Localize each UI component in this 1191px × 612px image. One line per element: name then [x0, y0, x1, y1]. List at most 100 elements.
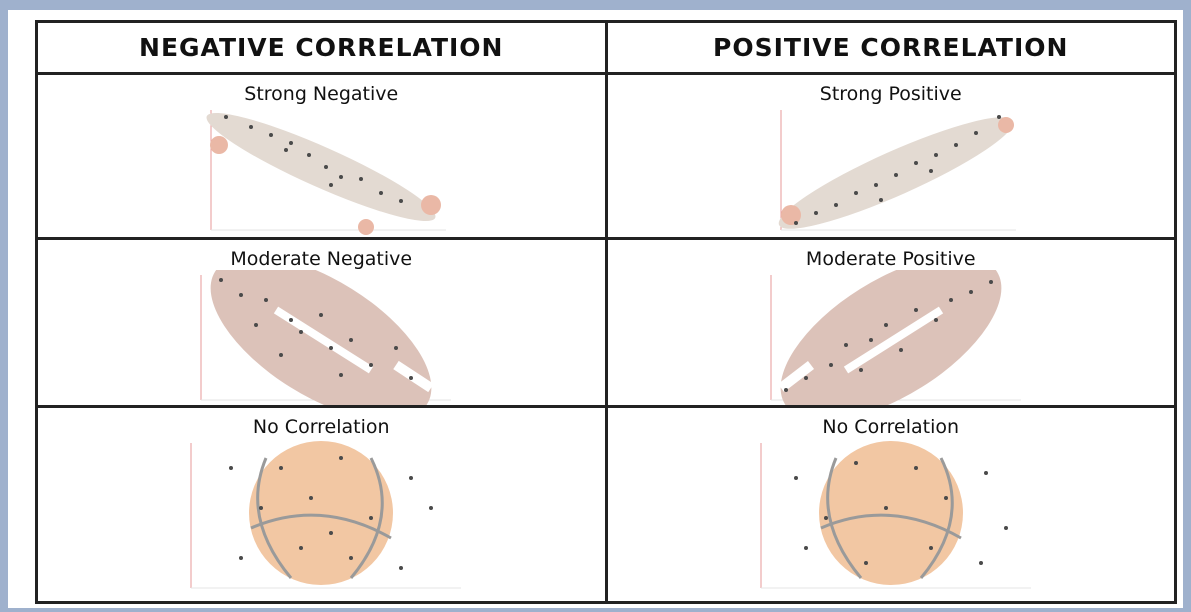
decoration: [913, 466, 918, 470]
decoration: [943, 496, 948, 500]
cell: Moderate Negative: [35, 237, 608, 408]
decoration: [978, 561, 983, 565]
decoration: [369, 516, 374, 520]
column-header: POSITIVE CORRELATION: [604, 20, 1177, 75]
decoration: [254, 323, 259, 327]
decoration: [813, 211, 818, 215]
decoration: [284, 148, 289, 152]
decoration: [264, 298, 269, 302]
decoration: [898, 348, 903, 352]
decoration: [269, 133, 274, 137]
cell-label: No Correlation: [252, 416, 390, 438]
slide: NEGATIVE CORRELATION POSITIVE CORRELATIO…: [8, 10, 1183, 608]
decoration: [206, 112, 436, 222]
decoration: [803, 546, 808, 550]
cell-label: Moderate Positive: [805, 248, 976, 270]
decoration: [1003, 526, 1008, 530]
decoration: [307, 153, 312, 157]
decoration: [928, 169, 933, 173]
decoration: [289, 141, 294, 145]
decoration: [249, 441, 394, 585]
decoration: [818, 441, 963, 585]
decoration: [339, 456, 344, 460]
decoration: [778, 117, 1014, 229]
decoration: [948, 298, 953, 302]
decoration: [429, 506, 434, 510]
decoration: [421, 195, 442, 215]
decoration: [399, 199, 404, 203]
decoration: [309, 496, 314, 500]
decoration: [843, 306, 943, 374]
decoration: [379, 191, 384, 195]
decoration: [968, 290, 973, 294]
decoration: [793, 476, 798, 480]
decoration: [224, 115, 229, 119]
decoration: [997, 117, 1014, 133]
decoration: [409, 476, 414, 480]
decoration: [394, 346, 399, 350]
decoration: [239, 293, 244, 297]
decoration: [239, 556, 244, 560]
decoration: [250, 457, 392, 579]
decoration: [863, 561, 868, 565]
decoration: [219, 278, 224, 282]
cell: Strong Positive: [604, 72, 1177, 240]
decoration: [873, 183, 878, 187]
decoration: [988, 280, 993, 284]
decoration: [853, 461, 858, 465]
decoration: [329, 346, 334, 350]
decoration: [259, 506, 264, 510]
cell-label: No Correlation: [822, 416, 960, 438]
decoration: [878, 198, 883, 202]
decoration: [349, 338, 354, 342]
decoration: [329, 531, 334, 535]
decoration: [803, 376, 808, 380]
cell: No Correlation: [35, 405, 608, 604]
decoration: [933, 318, 938, 322]
cell: Strong Negative: [35, 72, 608, 240]
decoration: [823, 516, 828, 520]
decoration: [249, 125, 254, 129]
illustration: [190, 441, 462, 589]
decoration: [329, 183, 334, 187]
decoration: [393, 360, 434, 393]
decoration: [224, 115, 404, 203]
decoration: [299, 330, 304, 334]
illustration: [778, 110, 1016, 231]
decoration: [783, 280, 993, 392]
decoration: [229, 456, 434, 570]
decoration: [843, 343, 848, 347]
decoration: [933, 153, 938, 157]
decoration: [339, 175, 344, 179]
decoration: [219, 278, 414, 380]
decoration: [793, 115, 1001, 225]
decoration: [793, 221, 798, 225]
decoration: [783, 388, 788, 392]
decoration: [893, 173, 898, 177]
cell-label: Moderate Negative: [230, 248, 413, 270]
decoration: [820, 457, 962, 579]
decoration: [359, 177, 364, 181]
decoration: [928, 546, 933, 550]
column-header: NEGATIVE CORRELATION: [35, 20, 608, 75]
decoration: [289, 318, 294, 322]
decoration: [983, 471, 988, 475]
decoration: [853, 191, 858, 195]
illustration: [206, 110, 447, 235]
decoration: [399, 566, 404, 570]
illustration: [200, 270, 452, 405]
decoration: [279, 466, 284, 470]
decoration: [319, 313, 324, 317]
decoration: [833, 203, 838, 207]
cell-label: Strong Negative: [244, 83, 399, 105]
decoration: [369, 363, 374, 367]
cell: No Correlation: [604, 405, 1177, 604]
decoration: [324, 165, 329, 169]
decoration: [828, 363, 833, 367]
decoration: [868, 338, 873, 342]
decoration: [858, 368, 863, 372]
decoration: [793, 461, 1008, 565]
decoration: [780, 205, 801, 225]
decoration: [229, 466, 234, 470]
